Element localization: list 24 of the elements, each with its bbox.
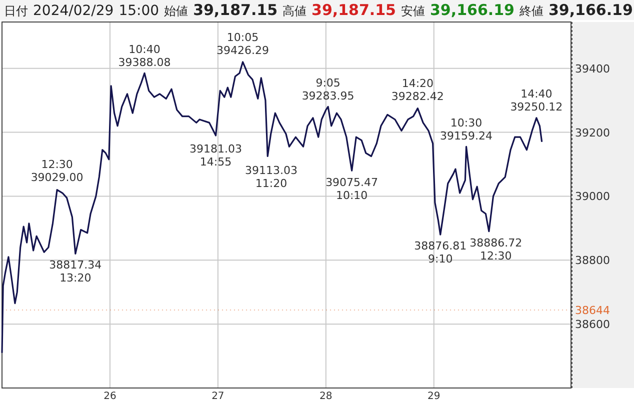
annotation: 10:30 39159.24 bbox=[440, 116, 493, 142]
annotation: 10:40 39388.08 bbox=[118, 43, 171, 70]
y-tick-label: 39400 bbox=[575, 62, 610, 76]
x-tick-label: 26 bbox=[104, 391, 116, 402]
annotation: 39113.03 11:20 bbox=[245, 164, 298, 190]
annotation: 12:30 39029.00 bbox=[30, 158, 84, 184]
annotation: 38817.34 13:20 bbox=[49, 258, 102, 285]
x-tick-label: 27 bbox=[212, 391, 224, 402]
x-tick-label: 28 bbox=[320, 391, 332, 402]
annotation: 14:40 39250.12 bbox=[510, 87, 563, 114]
chart-title: 日付 2024/02/29 15:00 始値 39,187.15 高値 39,187.15 安値 39,166.19 終値 39,166.19 bbox=[4, 1, 633, 19]
y-tick-label: 39000 bbox=[575, 190, 610, 204]
annotation: 39181.03 14:55 bbox=[190, 142, 242, 168]
annotation: 38876.81 9:10 bbox=[414, 240, 467, 266]
y-tick-label: 38600 bbox=[575, 318, 610, 332]
annotation: 10:05 39426.29 bbox=[216, 30, 270, 57]
annotation: 39075.47 10:10 bbox=[326, 176, 378, 202]
annotation: 9:05 39283.95 bbox=[302, 76, 354, 102]
y-tick-label: 39200 bbox=[575, 126, 610, 140]
annotation: 14:20 39282.42 bbox=[391, 76, 444, 103]
ref-line-label: 38644 bbox=[575, 304, 610, 318]
y-tick-label: 38800 bbox=[575, 254, 610, 268]
annotation: 38886.72 12:30 bbox=[470, 236, 522, 262]
x-tick-label: 29 bbox=[428, 391, 440, 402]
